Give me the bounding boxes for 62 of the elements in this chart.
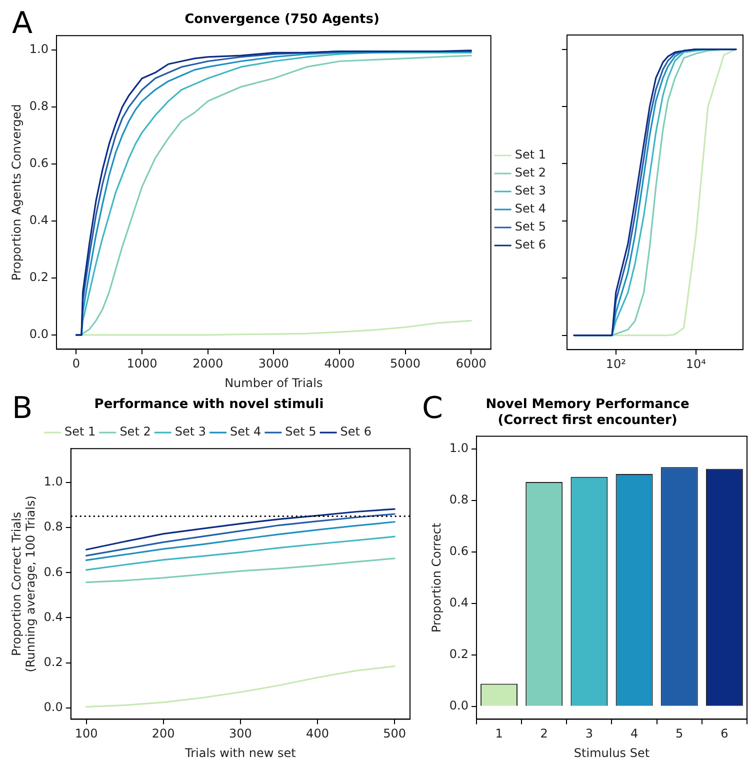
x-tick-label: 500 xyxy=(383,726,406,741)
x-tick-label: 1000 xyxy=(126,356,158,371)
x-tick-label: 4000 xyxy=(324,356,355,371)
y-tick-label: 0.6 xyxy=(449,544,468,558)
y-tick-label: 0.6 xyxy=(29,156,48,170)
chart-title: Convergence (750 Agents) xyxy=(184,12,380,28)
x-tick-label: 3000 xyxy=(258,356,289,371)
x-tick-label: 6 xyxy=(720,726,728,741)
x-tick-label: 400 xyxy=(306,726,329,741)
y-tick-label: 0.4 xyxy=(29,213,48,228)
legend-label: Set 2 xyxy=(120,424,151,439)
chart-title: Novel Memory Performance (Correct first encounter) xyxy=(486,397,690,428)
x-tick-label: 0 xyxy=(72,356,80,371)
legend-label: Set 6 xyxy=(340,424,372,439)
chart-title: Performance with novel stimuli xyxy=(94,397,324,412)
y-tick-label: 0.4 xyxy=(44,610,63,624)
x-tick-label: 4 xyxy=(630,726,638,741)
x-tick-label: 2 xyxy=(540,726,548,741)
x-axis-title: Number of Trials xyxy=(224,376,323,390)
y-tick-label: 0.8 xyxy=(29,99,48,113)
y-axis-title: Proportion Agents Converged xyxy=(9,104,24,281)
x-tick-label: 2000 xyxy=(192,356,224,371)
x-tick-label: 300 xyxy=(228,726,252,741)
y-tick-label: 1.0 xyxy=(29,42,48,56)
x-tick-label: 6000 xyxy=(456,356,486,371)
legend-label: Set 1 xyxy=(64,424,96,439)
legend-label: Set 3 xyxy=(514,184,546,198)
x-tick-label: 10⁴ xyxy=(686,356,706,371)
y-tick-label: 1.0 xyxy=(449,441,468,456)
x-tick-label: 1 xyxy=(495,726,503,741)
legend-label: Set 6 xyxy=(514,238,546,252)
text: A xyxy=(12,6,33,41)
legend-label: Set 4 xyxy=(230,424,262,439)
legend-label: Set 5 xyxy=(514,220,546,234)
legend-label: Set 2 xyxy=(514,166,546,180)
y-tick-label: 0.8 xyxy=(44,520,63,534)
x-tick-label: 5 xyxy=(676,726,684,741)
legend-label: Set 5 xyxy=(285,424,316,439)
legend-label: Set 4 xyxy=(514,202,546,216)
y-tick-label: 0.0 xyxy=(29,327,48,342)
y-tick-label: 0.2 xyxy=(29,270,48,284)
x-tick-label: 5000 xyxy=(390,356,421,371)
x-tick-label: 100 xyxy=(74,726,98,741)
y-tick-label: 0.0 xyxy=(44,700,63,714)
x-tick-label: 10² xyxy=(606,356,626,371)
y-tick-label: 0.0 xyxy=(449,698,468,712)
y-tick-label: 1.0 xyxy=(44,474,63,489)
legend-label: Set 3 xyxy=(174,424,206,439)
y-axis-title: Proportion Correct Trials (Running average, 100 Trials) xyxy=(9,496,38,672)
x-tick-label: 200 xyxy=(152,726,175,741)
y-tick-label: 0.6 xyxy=(44,564,63,579)
legend-label: Set 1 xyxy=(514,148,546,162)
y-tick-label: 0.2 xyxy=(449,647,468,662)
x-tick-label: 3 xyxy=(585,726,594,741)
y-axis-title: Proportion Correct xyxy=(429,522,444,632)
x-axis-title: Trials with new set xyxy=(184,746,296,760)
y-tick-label: 0.8 xyxy=(449,492,468,507)
x-axis-title: Stimulus Set xyxy=(574,746,650,760)
text: C xyxy=(422,390,443,426)
y-tick-label: 0.2 xyxy=(44,654,63,669)
y-tick-label: 0.4 xyxy=(449,596,468,610)
text: B xyxy=(12,390,33,426)
